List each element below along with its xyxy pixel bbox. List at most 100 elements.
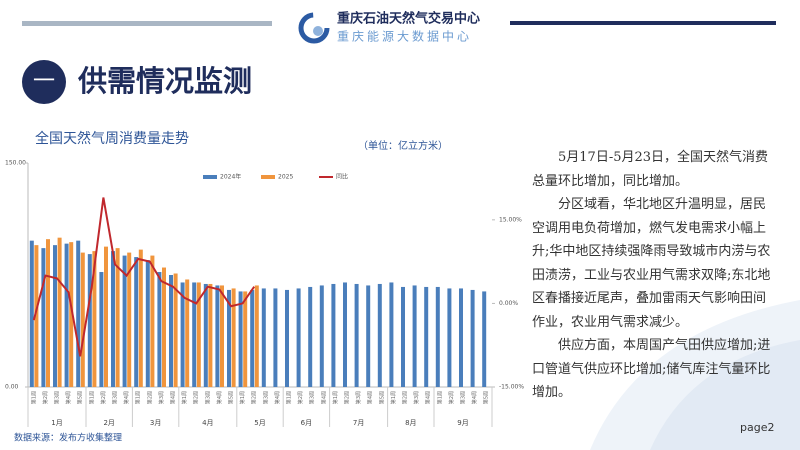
- x-tick-label: 第3周: [413, 391, 420, 404]
- bar: [389, 282, 394, 387]
- bar: [227, 289, 231, 387]
- bar: [111, 251, 115, 387]
- commentary: 5月17日-5月23日，全国天然气消费总量环比增加，同比增加。 分区域看，华北地…: [532, 146, 772, 405]
- x-tick-label: 第4周: [216, 391, 223, 404]
- x-tick-label: 第4周: [170, 391, 177, 404]
- x-tick-label: 第2周: [193, 391, 200, 404]
- bar: [115, 248, 120, 387]
- x-tick-label: 第1周: [286, 391, 293, 404]
- x-tick-label: 第5周: [228, 391, 235, 404]
- x-tick-label: 第4周: [274, 391, 281, 404]
- x-tick-label: 第4周: [367, 391, 374, 404]
- bar: [196, 282, 201, 387]
- month-label: 8月: [405, 419, 416, 427]
- x-tick-label: 第1周: [436, 391, 443, 404]
- bar: [401, 286, 405, 387]
- x-tick-label: 第4周: [471, 391, 478, 404]
- bar: [203, 283, 208, 387]
- section-number: 一: [33, 69, 55, 94]
- legend-label: 同比: [336, 173, 348, 181]
- y-tick-label: 150.00: [5, 160, 26, 167]
- x-tick-label: 第3周: [112, 391, 119, 404]
- bar: [76, 240, 81, 387]
- bar: [261, 288, 266, 387]
- y-tick-label: 0.00: [5, 384, 19, 391]
- month-label: 7月: [353, 419, 364, 427]
- month-label: 3月: [150, 419, 161, 427]
- bar: [69, 242, 74, 387]
- bar: [208, 283, 213, 387]
- bar: [41, 248, 46, 387]
- month-label: 6月: [301, 419, 312, 427]
- unit-label: （单位：亿立方米）: [358, 139, 448, 152]
- bar: [243, 291, 248, 387]
- bar: [459, 288, 463, 387]
- x-tick-label: 第2周: [146, 391, 153, 404]
- month-label: 1月: [51, 419, 62, 427]
- org-name: 重庆石油天然气交易中心: [337, 11, 480, 27]
- bar: [377, 283, 382, 387]
- bar: [185, 279, 190, 387]
- bar: [169, 275, 173, 387]
- bar: [254, 285, 259, 387]
- month-label: 2月: [103, 419, 114, 427]
- bar: [238, 291, 243, 387]
- legend-swatch: [203, 175, 217, 179]
- bar: [99, 272, 104, 387]
- x-tick-label: 第3周: [54, 391, 61, 404]
- bar: [470, 289, 475, 387]
- bar: [87, 254, 92, 387]
- bar: [122, 255, 127, 387]
- bar: [150, 255, 155, 387]
- bar: [308, 286, 313, 387]
- bar: [53, 245, 57, 387]
- bar: [127, 252, 132, 387]
- bar: [57, 237, 62, 387]
- header-bar: [22, 21, 272, 26]
- bar: [273, 288, 278, 387]
- bar: [64, 243, 69, 387]
- bar: [46, 239, 50, 387]
- bar: [447, 288, 452, 387]
- logo: [313, 26, 323, 36]
- bar: [482, 291, 487, 387]
- x-tick-label: 第1周: [332, 391, 339, 404]
- chart-title: 全国天然气周消费量走势: [35, 130, 189, 147]
- month-label: 4月: [202, 419, 213, 427]
- bar: [331, 283, 336, 387]
- legend-label: 2024年: [220, 173, 241, 181]
- paragraph: 供应方面，本周国产气田供应增加;进口管道气供应环比增加;储气库注气量环比增加。: [532, 338, 771, 400]
- x-tick-label: 第2周: [448, 391, 455, 404]
- y2-tick-label: 0.00%: [499, 300, 518, 307]
- x-tick-label: 第4周: [123, 391, 130, 404]
- section-title: 供需情况监测: [77, 64, 252, 98]
- x-tick-label: 第4周: [65, 391, 72, 404]
- bar: [180, 282, 185, 387]
- x-tick-label: 第4周: [425, 391, 432, 404]
- paragraph: 分区域看，华北地区升温明显，居民空调用电负荷增加，燃气发电需求小幅上升;华中地区…: [532, 197, 771, 330]
- bar: [34, 245, 39, 387]
- bar: [104, 246, 108, 387]
- bar: [296, 288, 301, 387]
- bar: [412, 285, 417, 387]
- month-label: 5月: [254, 419, 265, 427]
- x-tick-label: 第3周: [204, 391, 211, 404]
- bar: [80, 252, 85, 387]
- x-tick-label: 第4周: [320, 391, 327, 404]
- bar: [319, 285, 324, 387]
- x-tick-label: 第2周: [402, 391, 409, 404]
- bar: [285, 289, 289, 387]
- x-tick-label: 第5周: [77, 391, 84, 404]
- header-bar: [510, 21, 776, 25]
- y2-tick-label: 15.00%: [499, 216, 522, 223]
- bar: [231, 288, 236, 387]
- bar: [138, 249, 143, 387]
- section-badge: [22, 60, 66, 104]
- x-tick-label: 第1周: [239, 391, 246, 404]
- bar: [424, 286, 429, 387]
- bar: [354, 283, 359, 387]
- x-tick-label: 第1周: [30, 391, 37, 404]
- bar: [343, 282, 347, 387]
- x-tick-label: 第1周: [390, 391, 397, 404]
